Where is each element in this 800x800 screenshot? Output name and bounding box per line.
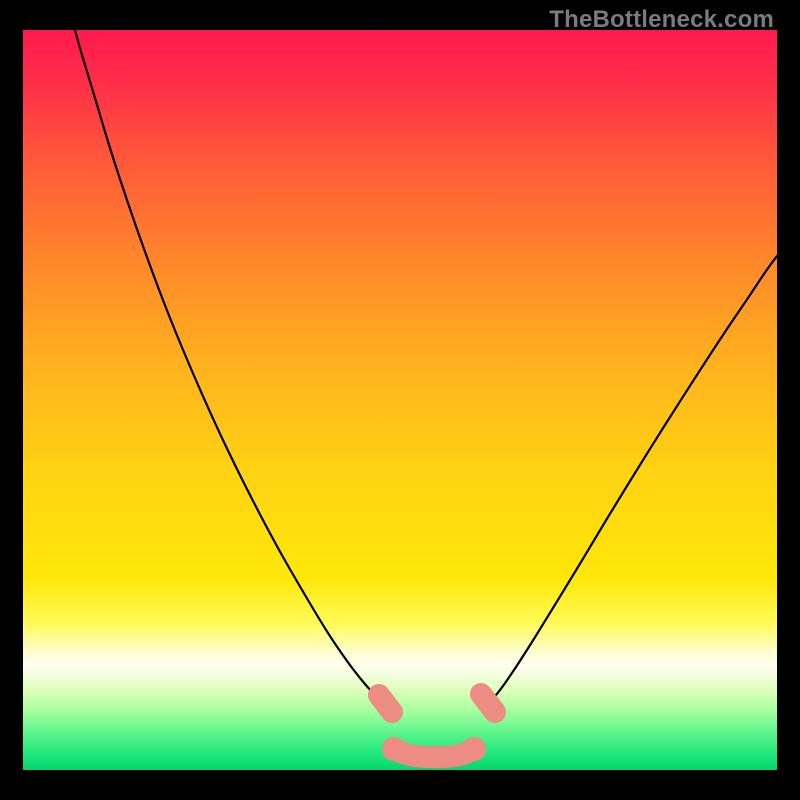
- salmon-bottom-end-left: [382, 737, 406, 761]
- salmon-capsule-1: [481, 694, 495, 712]
- curve-right: [490, 256, 777, 702]
- salmon-bottom-blob: [394, 749, 474, 757]
- watermark-text: TheBottleneck.com: [549, 6, 774, 34]
- chart-stage: TheBottleneck.com: [0, 0, 800, 800]
- salmon-bottom-end-right: [462, 737, 486, 761]
- chart-overlay: [0, 0, 800, 800]
- salmon-capsule-0: [379, 695, 392, 712]
- curve-left: [75, 30, 381, 701]
